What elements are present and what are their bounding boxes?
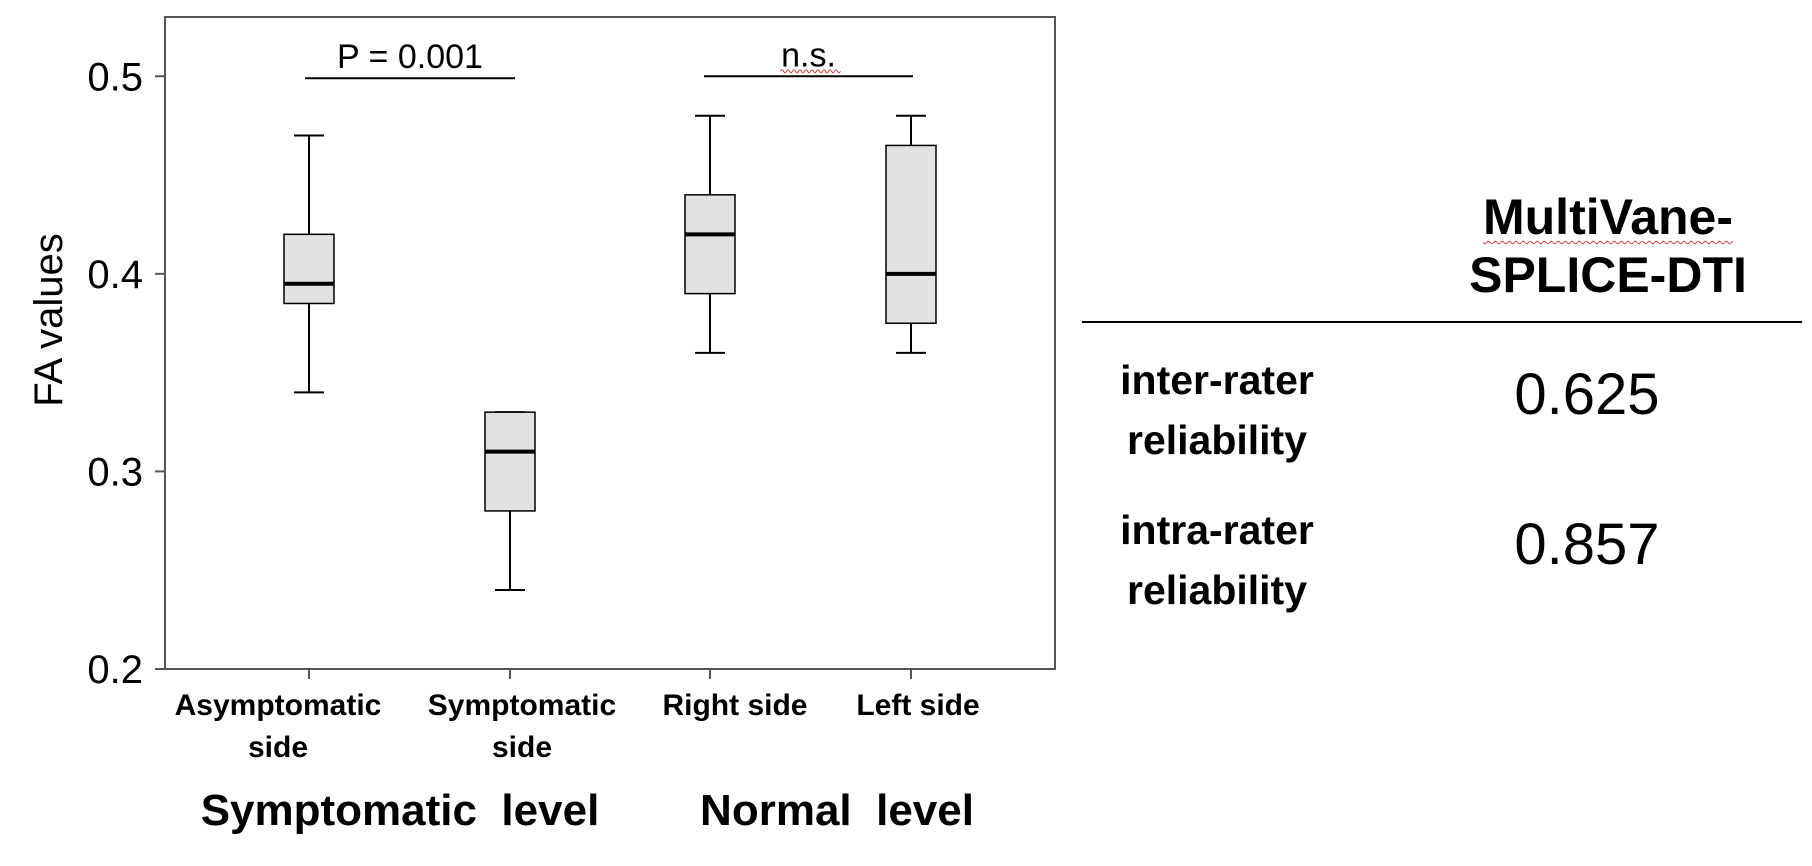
table-header-line1: MultiVane- [1482, 189, 1734, 245]
category-label: Symptomatic [428, 689, 616, 722]
boxplot-chart: 0.2 0.3 0.4 0.5 Asymptomatic side Symptomatic… [27, 16, 1056, 835]
plot-frame [164, 16, 1056, 670]
row-label-line2: reliability [1126, 417, 1307, 463]
x-axis: Asymptomatic side Symptomatic side Right sid… [175, 669, 980, 835]
row-label-line1: intra-rater [1120, 507, 1314, 553]
box-3 [684, 114, 736, 354]
iqr-box [885, 144, 937, 324]
iqr-box [283, 233, 335, 305]
table-header: MultiVane- SPLICE-DTI [1418, 188, 1798, 304]
significance-label: P = 0.001 [337, 38, 483, 76]
group-label: Symptomatic level [201, 786, 600, 835]
boxes [283, 114, 937, 591]
category-label-line2: side [248, 731, 308, 764]
y-axis: 0.2 0.3 0.4 0.5 [87, 55, 165, 692]
row-value-intra-rater: 0.857 [1514, 512, 1660, 577]
box-1 [283, 134, 335, 394]
significance-brackets: P = 0.001 n.s. [305, 36, 913, 80]
row-value-inter-rater: 0.625 [1514, 362, 1660, 427]
category-label: Left side [856, 689, 979, 722]
category-label-line2: side [492, 731, 552, 764]
category-label: Right side [662, 689, 807, 722]
box-4 [885, 114, 937, 354]
y-tick-label: 0.5 [87, 55, 143, 99]
category-label: Asymptomatic [175, 689, 382, 722]
row-label-intra-rater: intra-rater reliability [1082, 500, 1352, 620]
row-label-inter-rater: inter-rater reliability [1082, 350, 1352, 470]
table-divider [1082, 321, 1802, 323]
group-label: Normal level [700, 786, 974, 835]
iqr-box [684, 194, 736, 295]
box-2 [484, 411, 536, 591]
spellcheck-squiggle [780, 69, 841, 74]
row-label-line2: reliability [1126, 567, 1307, 613]
y-tick-label: 0.2 [87, 648, 143, 692]
y-axis-label: FA values [27, 233, 71, 406]
row-label-line1: inter-rater [1120, 357, 1314, 403]
y-tick-label: 0.3 [87, 450, 143, 494]
iqr-box [484, 411, 536, 512]
table-header-line2: SPLICE-DTI [1469, 247, 1747, 303]
significance-label: n.s. [781, 36, 836, 74]
y-tick-label: 0.4 [87, 253, 143, 297]
